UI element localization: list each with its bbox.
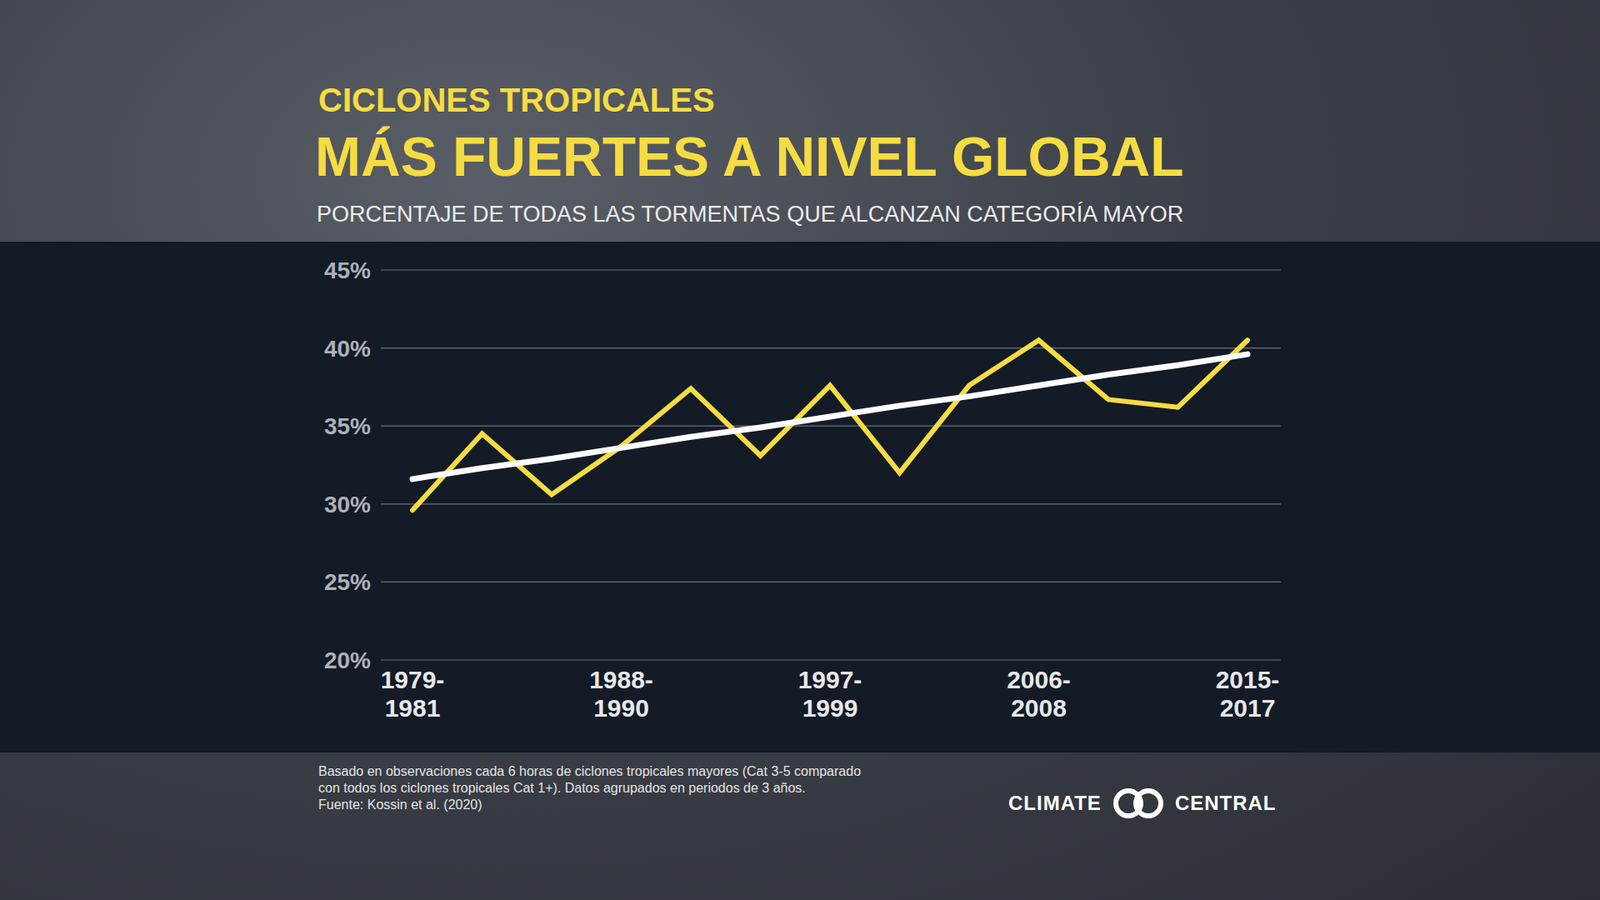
svg-text:2006-2008: 2006-2008 [1006,665,1071,722]
svg-text:2015-2017: 2015-2017 [1215,665,1280,722]
svg-text:40%: 40% [324,335,371,362]
html-text:PORCENTAJE DE TODAS LAS TORMEN: PORCENTAJE DE TODAS LAS TORMENTAS QUE AL… [316,201,1184,227]
html-text:Fuente: Kossin et al. (2020): Fuente: Kossin et al. (2020) [318,797,483,812]
svg-text:20%: 20% [324,647,371,674]
html-text:CLIMATE: CLIMATE [1008,791,1102,815]
html-text:Basado en observaciones cada 6: Basado en observaciones cada 6 horas de … [318,764,861,779]
svg-text:30%: 30% [324,491,371,518]
svg-text:1997-1999: 1997-1999 [798,665,863,722]
svg-text:1988-1990: 1988-1990 [589,665,654,722]
html-text:CICLONES TROPICALES: CICLONES TROPICALES [318,81,715,119]
html-text:MÁS FUERTES A NIVEL GLOBAL: MÁS FUERTES A NIVEL GLOBAL [315,125,1184,188]
svg-text:1979-1981: 1979-1981 [380,665,445,722]
svg-text:25%: 25% [324,569,371,595]
html-text:con todos los ciclones tropica: con todos los ciclones tropicales Cat 1+… [318,780,806,795]
svg-text:35%: 35% [324,413,371,440]
svg-text:45%: 45% [324,257,371,284]
html-text:CENTRAL: CENTRAL [1174,791,1277,815]
